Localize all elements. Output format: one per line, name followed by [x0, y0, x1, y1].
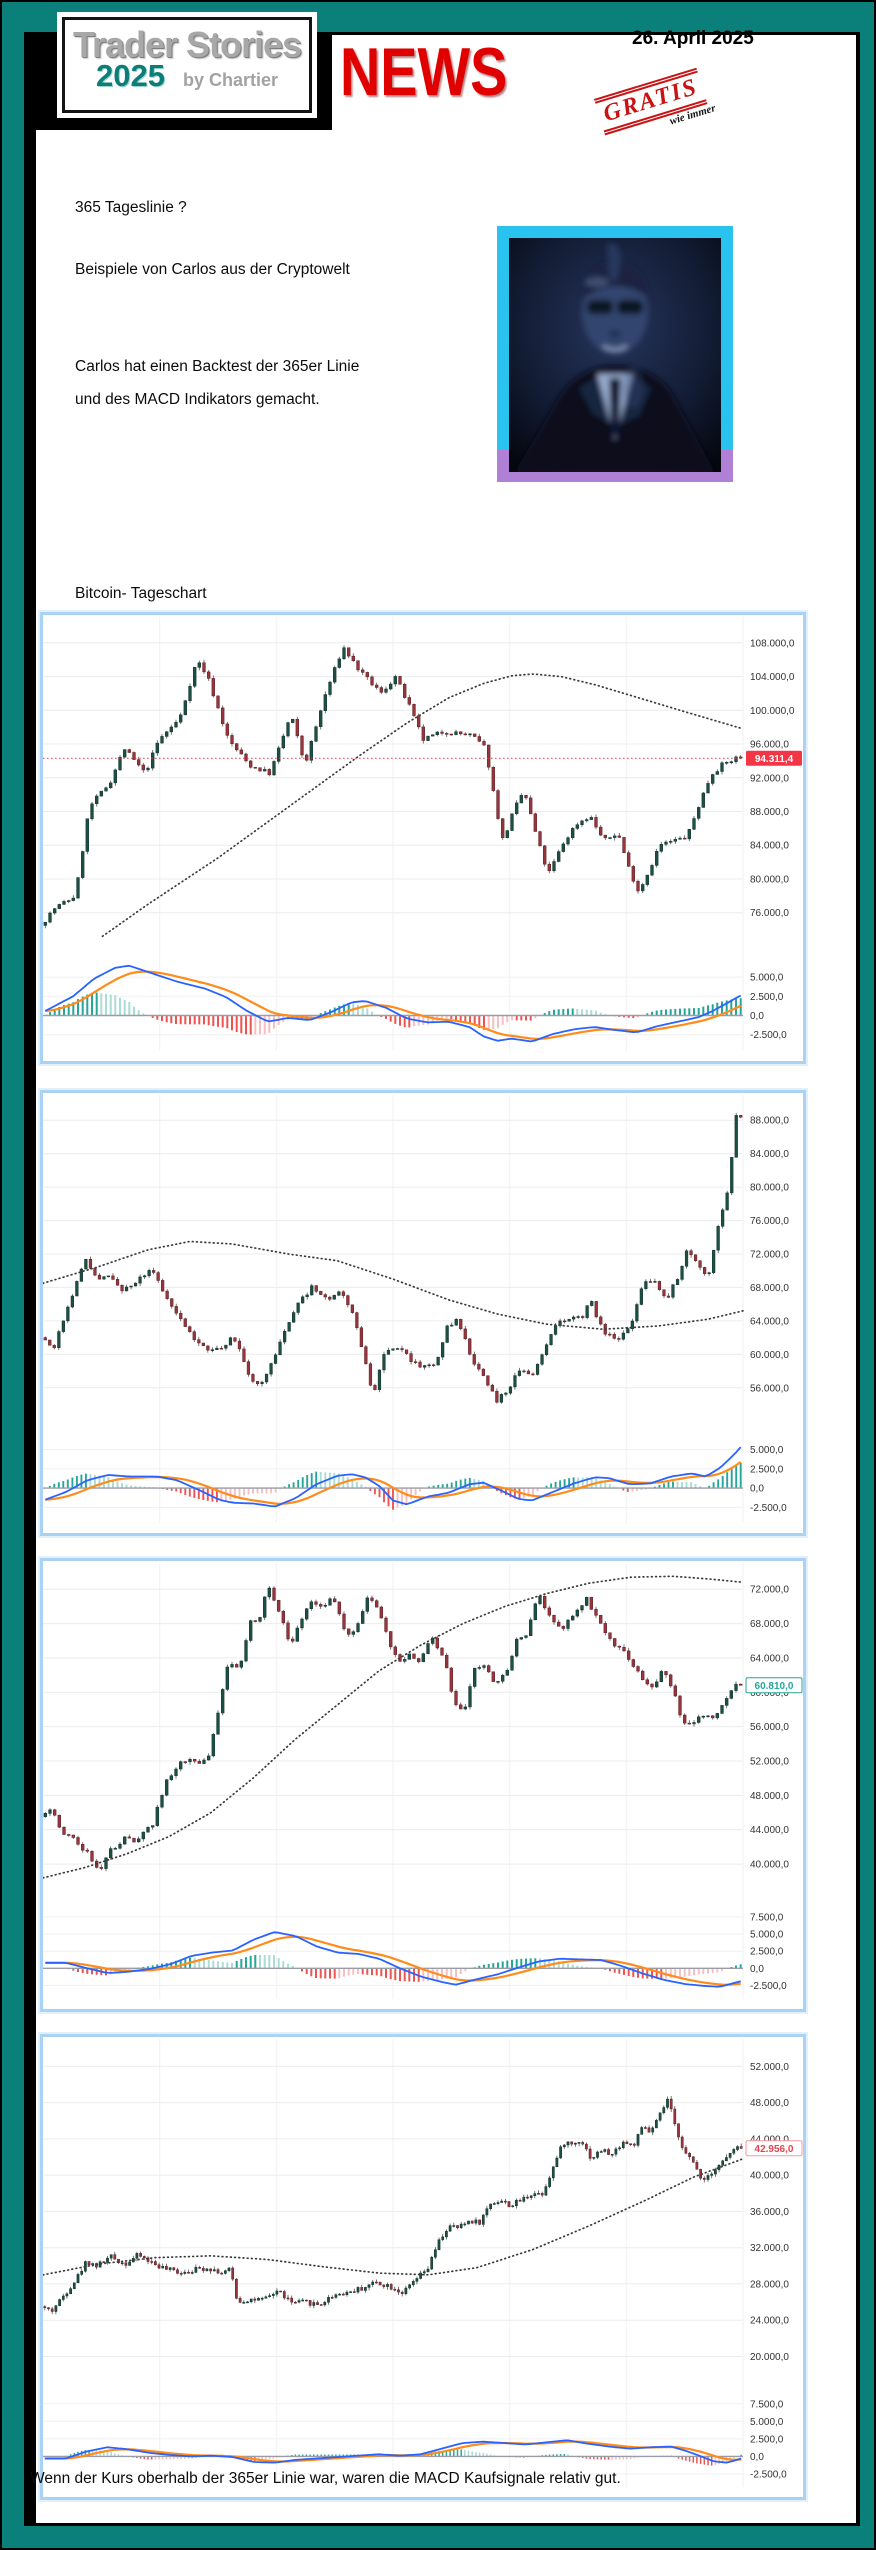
svg-text:5.000,0: 5.000,0 [750, 2417, 784, 2428]
svg-text:7.500,0: 7.500,0 [750, 2399, 784, 2410]
svg-text:0,0: 0,0 [750, 1964, 764, 1975]
svg-text:36.000,0: 36.000,0 [750, 2207, 789, 2218]
svg-text:72.000,0: 72.000,0 [750, 1250, 789, 1261]
svg-text:40.000,0: 40.000,0 [750, 2171, 789, 2182]
svg-text:52.000,0: 52.000,0 [750, 1757, 789, 1768]
svg-text:56.000,0: 56.000,0 [750, 1383, 789, 1394]
svg-text:48.000,0: 48.000,0 [750, 1791, 789, 1802]
svg-text:100.000,0: 100.000,0 [750, 706, 795, 717]
svg-text:5.000,0: 5.000,0 [750, 973, 784, 984]
svg-text:84.000,0: 84.000,0 [750, 841, 789, 852]
svg-text:0,0: 0,0 [750, 1484, 764, 1495]
svg-text:40.000,0: 40.000,0 [750, 1860, 789, 1871]
footer-note: Wenn der Kurs oberhalb der 365er Linie w… [30, 2470, 621, 2487]
intro-line-4: und des MACD Indikators gemacht. [75, 391, 320, 408]
svg-text:44.000,0: 44.000,0 [750, 1825, 789, 1836]
svg-text:68.000,0: 68.000,0 [750, 1619, 789, 1630]
svg-text:32.000,0: 32.000,0 [750, 2243, 789, 2254]
svg-text:28.000,0: 28.000,0 [750, 2279, 789, 2290]
svg-text:88.000,0: 88.000,0 [750, 807, 789, 818]
section-label: Bitcoin- Tageschart [75, 585, 207, 602]
svg-text:24.000,0: 24.000,0 [750, 2316, 789, 2327]
svg-text:7.500,0: 7.500,0 [750, 1912, 784, 1923]
svg-text:-2.500,0: -2.500,0 [750, 1030, 787, 1041]
svg-text:0,0: 0,0 [750, 2452, 764, 2463]
bitcoin-daily-chart-1: 108.000,0 104.000,0 100.000,0 96.000,0 92.00… [40, 612, 806, 1064]
svg-text:68.000,0: 68.000,0 [750, 1283, 789, 1294]
svg-text:94.311,4: 94.311,4 [755, 754, 794, 765]
svg-text:60.810,0: 60.810,0 [755, 1681, 794, 1692]
svg-text:-2.500,0: -2.500,0 [750, 1981, 787, 1992]
svg-text:60.000,0: 60.000,0 [750, 1350, 789, 1361]
svg-text:80.000,0: 80.000,0 [750, 1183, 789, 1194]
svg-text:52.000,0: 52.000,0 [750, 2062, 789, 2073]
svg-text:5.000,0: 5.000,0 [750, 1930, 784, 1941]
svg-text:92.000,0: 92.000,0 [750, 773, 789, 784]
svg-text:84.000,0: 84.000,0 [750, 1149, 789, 1160]
svg-text:2.500,0: 2.500,0 [750, 1947, 784, 1958]
svg-text:64.000,0: 64.000,0 [750, 1653, 789, 1664]
intro-line-1: 365 Tageslinie ? [75, 199, 187, 216]
svg-text:76.000,0: 76.000,0 [750, 1216, 789, 1227]
news-title: NEWS [340, 34, 508, 110]
svg-text:44.000,0: 44.000,0 [750, 2134, 789, 2145]
logo-title: Trader Stories [72, 24, 302, 65]
svg-text:88.000,0: 88.000,0 [750, 1116, 789, 1127]
svg-text:2.500,0: 2.500,0 [750, 1464, 784, 1475]
svg-text:2.500,0: 2.500,0 [750, 992, 784, 1003]
carlos-photo [509, 238, 721, 472]
intro-line-3: Carlos hat einen Backtest der 365er Lini… [75, 358, 360, 375]
svg-text:76.000,0: 76.000,0 [750, 908, 789, 919]
bitcoin-daily-chart-3: 72.000,0 68.000,0 64.000,0 60.000,0 56.000,0… [40, 1558, 806, 2012]
logo-byline: by Chartier [182, 69, 278, 90]
svg-text:-2.500,0: -2.500,0 [750, 1503, 787, 1514]
svg-text:42.956,0: 42.956,0 [755, 2144, 794, 2155]
logo-year: 2025 [96, 57, 165, 93]
svg-text:96.000,0: 96.000,0 [750, 740, 789, 751]
svg-text:2.500,0: 2.500,0 [750, 2434, 784, 2445]
svg-text:5.000,0: 5.000,0 [750, 1445, 784, 1456]
svg-text:60.000,0: 60.000,0 [750, 1688, 789, 1699]
svg-text:108.000,0: 108.000,0 [750, 638, 795, 649]
svg-text:72.000,0: 72.000,0 [750, 1585, 789, 1596]
svg-text:48.000,0: 48.000,0 [750, 2098, 789, 2109]
bitcoin-daily-chart-2: 88.000,0 84.000,0 80.000,0 76.000,0 72.000,0… [40, 1090, 806, 1536]
trader-stories-logo: Trader Stories 2025 by Chartier [62, 17, 312, 113]
svg-text:20.000,0: 20.000,0 [750, 2352, 789, 2363]
svg-text:56.000,0: 56.000,0 [750, 1722, 789, 1733]
issue-date: 26. April 2025 [632, 28, 754, 49]
svg-text:104.000,0: 104.000,0 [750, 672, 795, 683]
intro-line-2: Beispiele von Carlos aus der Cryptowelt [75, 261, 350, 278]
svg-text:80.000,0: 80.000,0 [750, 875, 789, 886]
svg-text:0,0: 0,0 [750, 1011, 764, 1022]
carlos-portrait [497, 226, 733, 482]
svg-text:-2.500,0: -2.500,0 [750, 2469, 787, 2480]
svg-text:64.000,0: 64.000,0 [750, 1316, 789, 1327]
bitcoin-daily-chart-4: 52.000,0 48.000,0 44.000,0 40.000,0 36.000,0… [40, 2034, 806, 2500]
